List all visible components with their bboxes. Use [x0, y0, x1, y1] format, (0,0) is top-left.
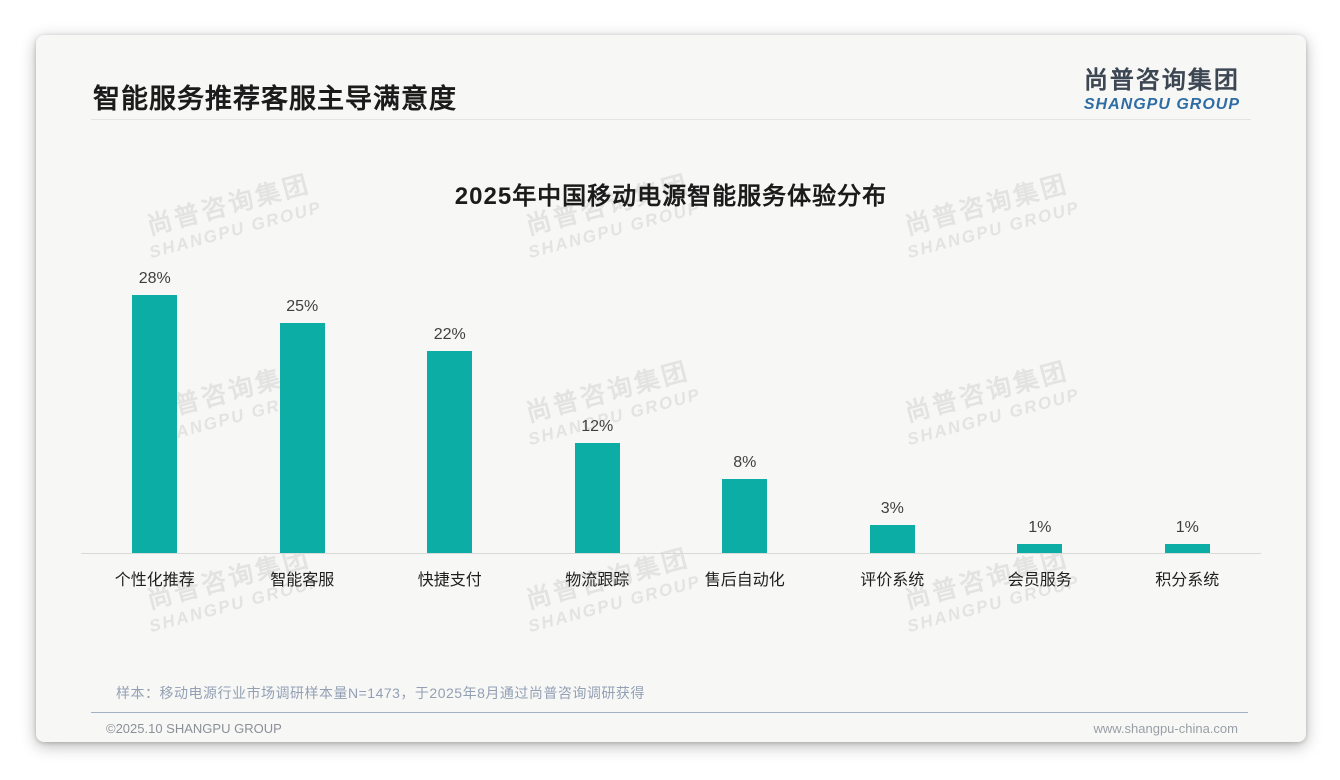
bar-column: 8% — [671, 454, 819, 553]
x-axis-line — [81, 553, 1261, 554]
bar — [427, 350, 473, 553]
sample-footnote: 样本：移动电源行业市场调研样本量N=1473，于2025年8月通过尚普咨询调研获… — [116, 685, 645, 701]
bar-column: 3% — [819, 500, 967, 553]
logo-english-name: SHANGPU GROUP — [1083, 96, 1240, 113]
company-logo: 尚普咨询集团 SHANGPU GROUP — [1084, 60, 1240, 114]
bar-column: 22% — [376, 326, 524, 553]
bar — [722, 479, 768, 553]
bar — [132, 295, 178, 553]
category-label: 售后自动化 — [704, 572, 785, 589]
logo-chinese-name: 尚普咨询集团 — [1083, 67, 1240, 94]
bar-column: 1% — [966, 519, 1114, 553]
bar-value-label: 1% — [1175, 518, 1199, 536]
chart-title: 2025年中国移动电源智能服务体验分布 — [454, 183, 888, 210]
footer-divider — [91, 712, 1248, 713]
bar-column: 28% — [81, 270, 229, 553]
header-divider — [91, 119, 1251, 120]
bar — [869, 525, 915, 553]
slide-card: 尚普咨询集团 SHANGPU GROUP 尚普咨询集团 SHANGPU GROUP 尚普… — [36, 35, 1306, 742]
bar — [279, 323, 325, 553]
website-url: www.shangpu-china.com — [1093, 721, 1238, 736]
bar-value-label: 12% — [581, 417, 614, 435]
category-label: 个性化推荐 — [114, 572, 195, 589]
bar-value-label: 22% — [433, 325, 466, 343]
category-label: 积分系统 — [1155, 572, 1220, 589]
bar-value-label: 25% — [286, 298, 319, 315]
bar-column: 25% — [229, 298, 377, 553]
category-axis: 个性化推荐 智能客服 快捷支付 物流跟踪 售后自动化 评价系统 会员服务 积分系统 — [81, 566, 1261, 590]
copyright-text: ©2025.10 SHANGPU GROUP — [106, 721, 282, 736]
bar — [1164, 543, 1210, 553]
bar — [574, 442, 620, 553]
bar-value-label: 1% — [1028, 518, 1052, 536]
bar-value-label: 28% — [138, 270, 171, 288]
bar-value-label: 3% — [880, 500, 904, 518]
bar-value-label: 8% — [733, 454, 757, 472]
category-label: 会员服务 — [1007, 572, 1072, 589]
category-label: 快捷支付 — [417, 572, 482, 589]
category-label: 评价系统 — [860, 572, 925, 589]
bar-column: 1% — [1114, 519, 1262, 553]
page-title: 智能服务推荐客服主导满意度 — [93, 84, 457, 114]
category-label: 智能客服 — [270, 572, 335, 589]
category-label: 物流跟踪 — [565, 572, 630, 589]
bar-column: 12% — [524, 418, 672, 553]
bar — [1017, 543, 1063, 553]
plot-area: 28% 25% 22% 12% 8% 3% 1% 1% — [81, 233, 1261, 553]
